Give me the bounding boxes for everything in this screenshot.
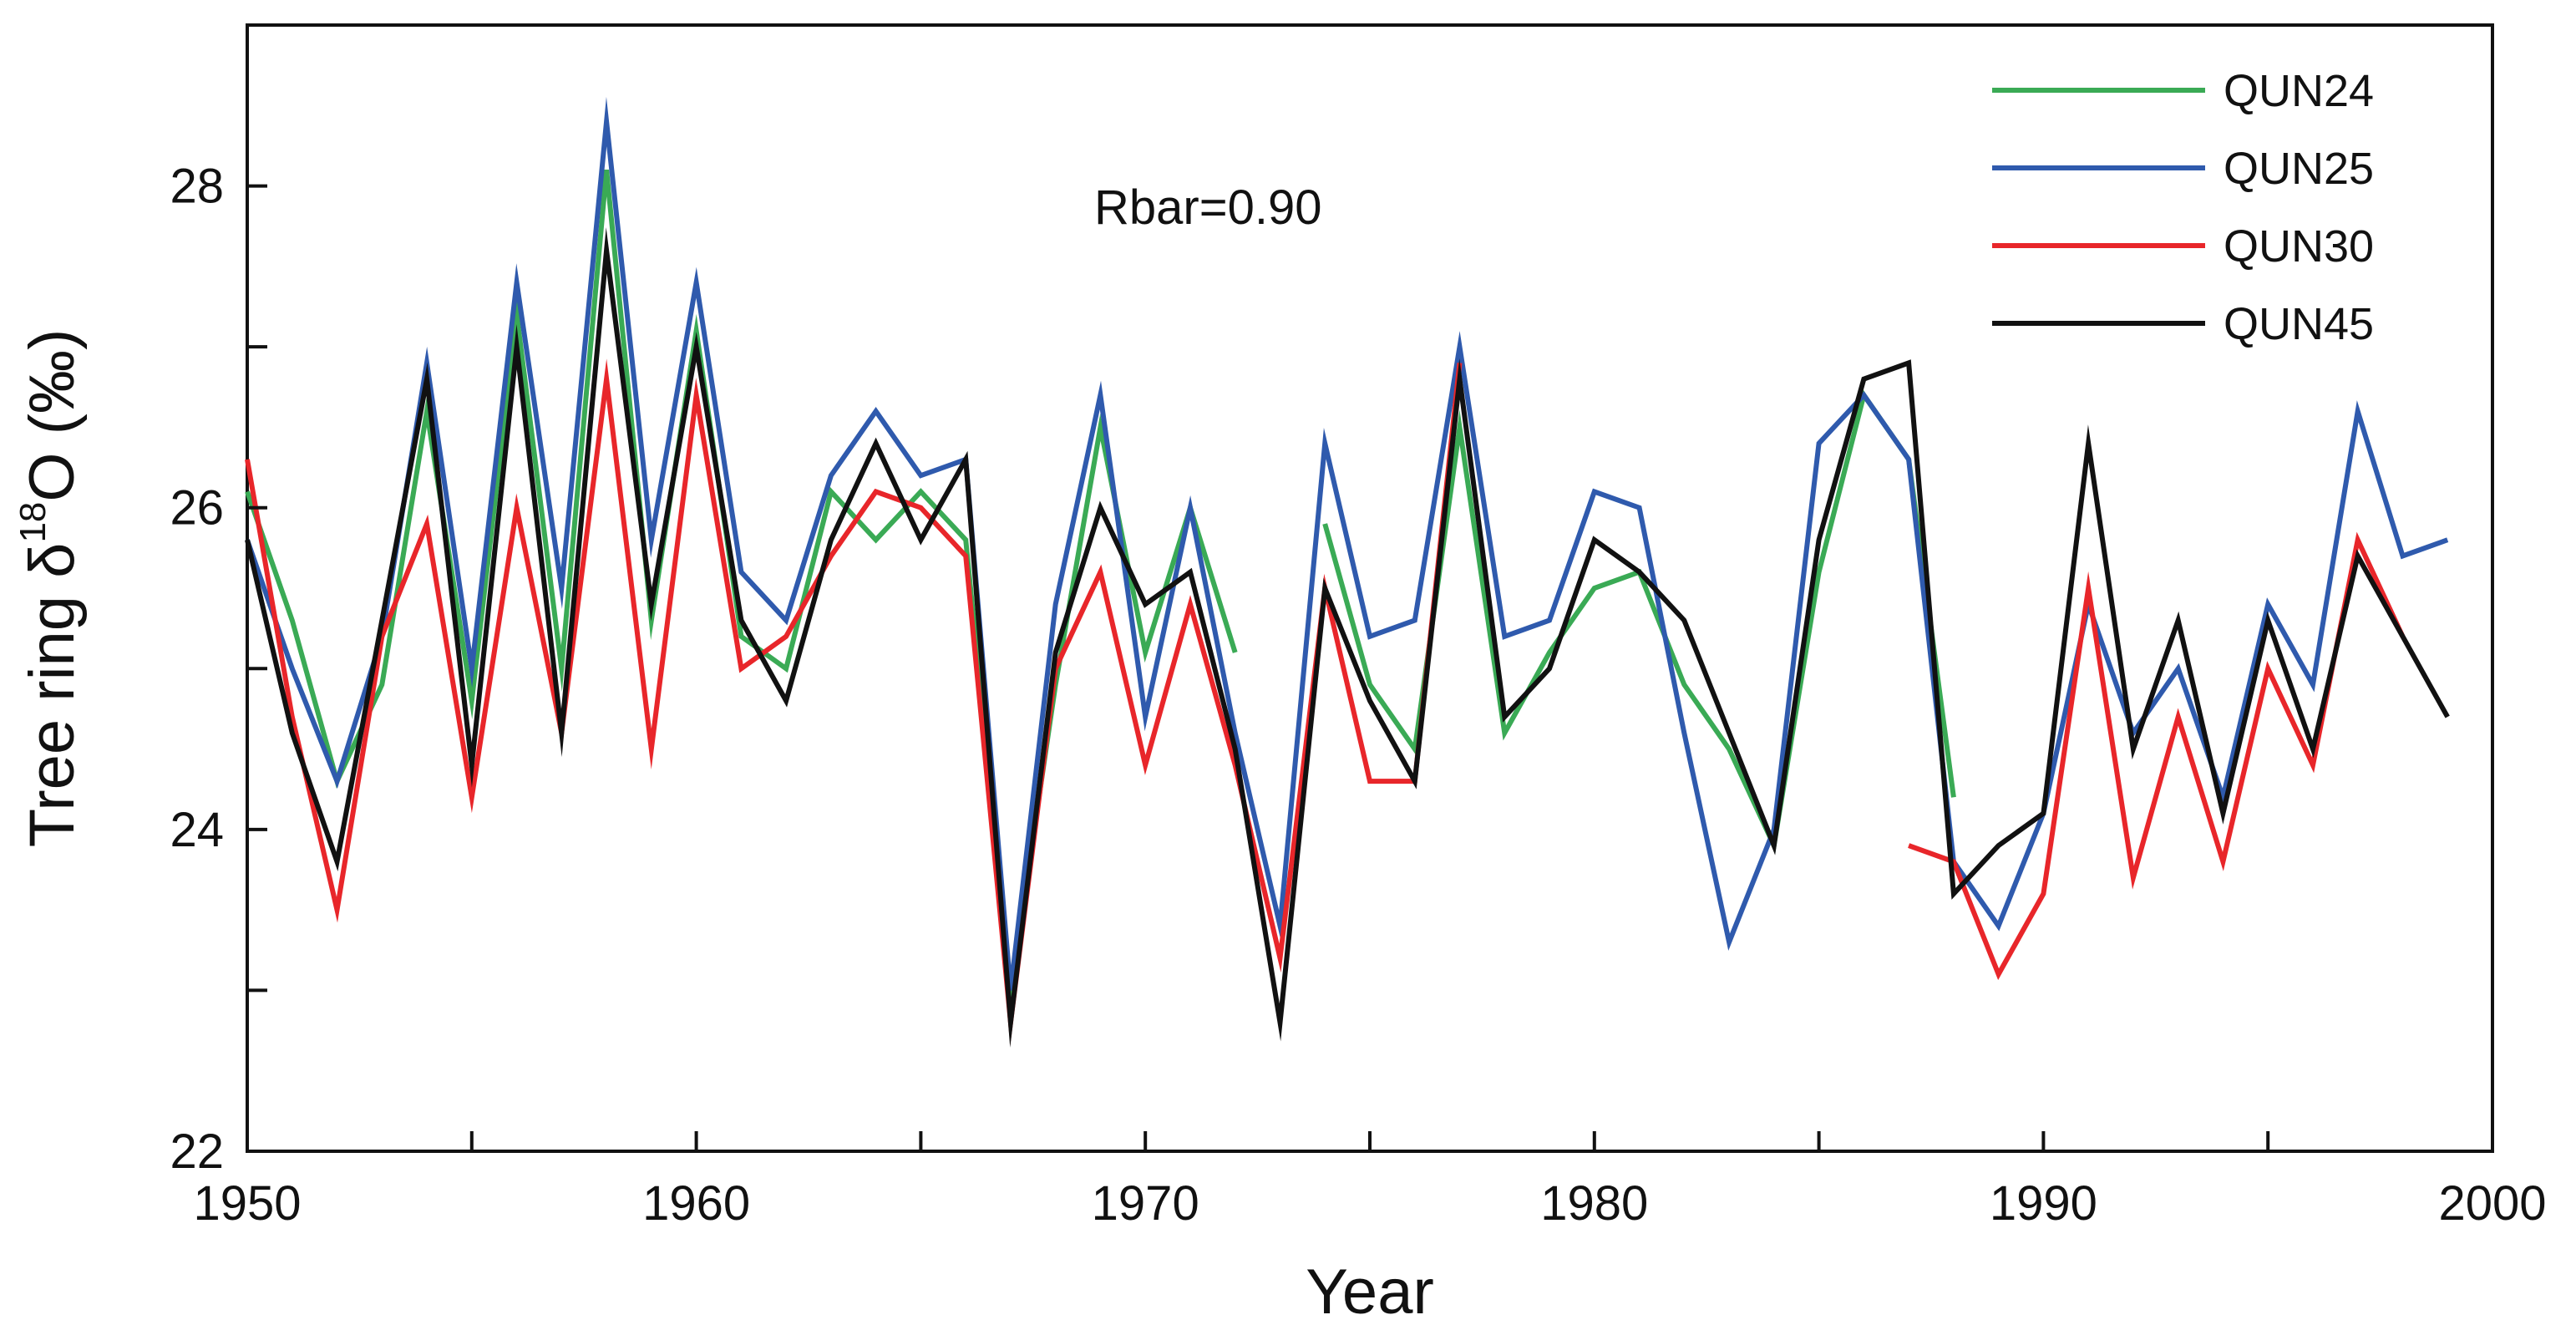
y-axis-title-tail: O (‰) — [17, 329, 88, 502]
y-axis-title-main: Tree ring δ — [17, 543, 88, 848]
legend-label-qun45: QUN45 — [2224, 299, 2374, 349]
plot-frame — [246, 23, 2494, 1153]
x-tick-label-1960: 1960 — [642, 1176, 750, 1231]
y-tick-label-24: 24 — [170, 803, 224, 857]
x-tick-label-2000: 2000 — [2438, 1176, 2546, 1231]
rbar-annotation: Rbar=0.90 — [1094, 180, 1321, 235]
x-tick-label-1990: 1990 — [1990, 1176, 2097, 1231]
legend-label-qun30: QUN30 — [2224, 221, 2374, 272]
legend-label-qun25: QUN25 — [2224, 144, 2374, 194]
y-tick-label-28: 28 — [170, 160, 224, 214]
y-axis-title-sup: 18 — [13, 502, 53, 543]
x-tick-label-1980: 1980 — [1540, 1176, 1648, 1231]
x-tick-label-1970: 1970 — [1092, 1176, 1199, 1231]
x-axis-title: Year — [1306, 1257, 1434, 1320]
x-tick-label-1950: 1950 — [193, 1176, 301, 1231]
legend-label-qun24: QUN24 — [2224, 66, 2374, 116]
series-line-qun45 — [245, 227, 2450, 1048]
tick-layer: 1950 1960 1970 1980 1990 2000 22 24 26 28 — [170, 23, 2547, 1231]
legend: QUN24 QUN25 QUN30 QUN45 — [1992, 66, 2374, 349]
series-layer — [245, 96, 2450, 1048]
y-tick-label-22: 22 — [170, 1125, 224, 1179]
plot-area: 1950 1960 1970 1980 1990 2000 22 24 26 28 — [170, 23, 2547, 1231]
y-tick-label-26: 26 — [170, 481, 224, 536]
y-axis-title: Tree ring δ18O (‰) — [13, 329, 88, 848]
